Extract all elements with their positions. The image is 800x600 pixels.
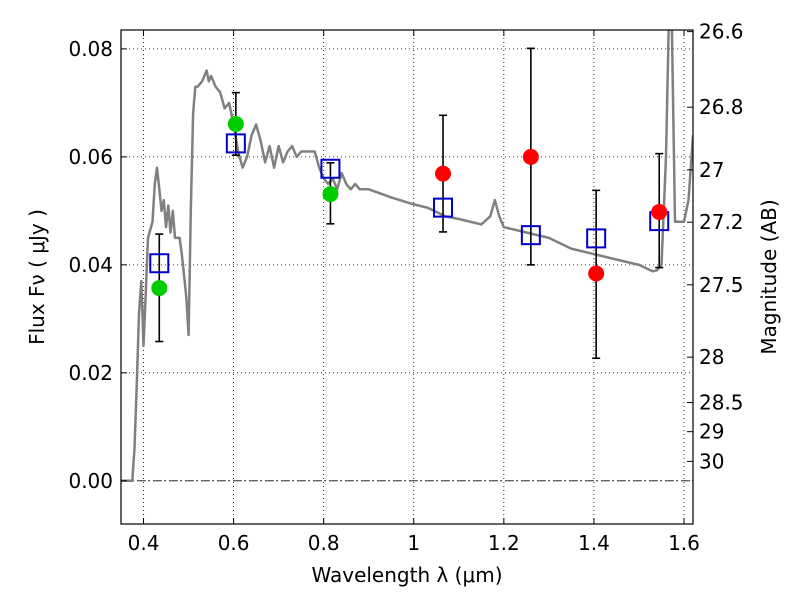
x-tick-label: 1.6	[668, 531, 700, 555]
x-tick-label: 0.8	[308, 531, 340, 555]
y2-tick-label: 27.5	[699, 273, 744, 297]
x-tick-label: 0.4	[128, 531, 160, 555]
x-tick-label: 1.4	[578, 531, 610, 555]
y-tick-label: 0.02	[68, 361, 113, 385]
observed-point	[522, 148, 539, 165]
y2-tick-label: 27.2	[699, 210, 744, 234]
marker-layer	[149, 115, 670, 297]
model-sed-line	[121, 30, 693, 483]
observed-point	[322, 186, 339, 203]
y-tick-label: 0.00	[68, 469, 113, 493]
observed-point	[227, 115, 244, 132]
y-tick-label: 0.04	[68, 253, 113, 277]
observed-point	[588, 265, 605, 282]
x-tick-label: 1.2	[488, 531, 520, 555]
plot-frame	[120, 29, 694, 525]
model-photometry-point	[320, 158, 341, 179]
x-axis-title: Wavelength λ (μm)	[311, 563, 502, 587]
y-axis-title: Flux Fν ( μJy )	[25, 209, 49, 345]
y2-tick-label: 29	[699, 420, 724, 444]
y2-tick-label: 28	[699, 345, 724, 369]
observed-point	[151, 280, 168, 297]
y-tick-label: 0.06	[68, 145, 113, 169]
grid-lines	[121, 30, 693, 524]
model-photometry-point	[225, 133, 246, 154]
axis-ticks	[121, 30, 693, 524]
y2-tick-label: 26.8	[699, 95, 744, 119]
y2-tick-label: 26.6	[699, 20, 744, 44]
y-tick-label: 0.08	[68, 37, 113, 61]
y2-axis-title: Magnitude (AB)	[757, 199, 781, 354]
observed-point	[651, 203, 668, 220]
model-photometry-point	[586, 228, 607, 249]
model-photometry-point	[149, 253, 170, 274]
y2-tick-label: 27	[699, 158, 724, 182]
y2-tick-label: 28.5	[699, 391, 744, 415]
x-tick-label: 0.6	[218, 531, 250, 555]
tick-labels: 0.4 0.6 0.8 1 1.2 1.4 1.6 0.00 0.02 0.04 0.06 0.08 2…	[68, 20, 743, 555]
series-layer	[121, 30, 693, 483]
x-tick-label: 1	[407, 531, 420, 555]
y2-tick-label: 30	[699, 449, 724, 473]
model-photometry-point	[433, 197, 454, 218]
observed-point	[435, 165, 452, 182]
model-photometry-point	[520, 225, 541, 246]
